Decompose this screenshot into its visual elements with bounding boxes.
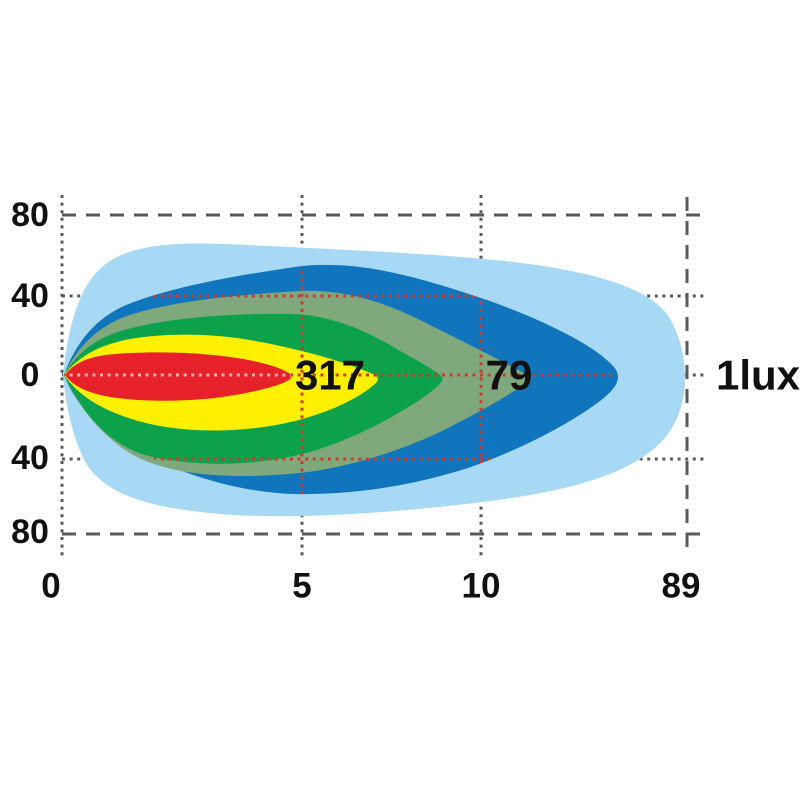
y-tick-40-top: 40 (11, 277, 49, 315)
y-tick-0: 0 (21, 356, 40, 394)
x-tick-10: 10 (462, 567, 501, 606)
lux-value-79: 79 (486, 352, 533, 399)
x-axis-labels: 0 5 10 89 (41, 567, 700, 606)
y-tick-80-top: 80 (11, 196, 49, 234)
x-tick-0: 0 (41, 567, 60, 606)
beam-zones (63, 243, 685, 517)
x-tick-5: 5 (292, 567, 311, 606)
lux-value-317: 317 (295, 352, 365, 399)
value-annotations: 317 79 1lux (295, 352, 800, 399)
x-tick-89: 89 (662, 567, 701, 606)
outer-contour-label-1lux: 1lux (716, 352, 800, 399)
y-tick-80-bottom: 80 (11, 513, 49, 551)
y-axis-labels: 80 40 0 40 80 (11, 196, 49, 551)
y-tick-40-bottom: 40 (11, 439, 49, 477)
